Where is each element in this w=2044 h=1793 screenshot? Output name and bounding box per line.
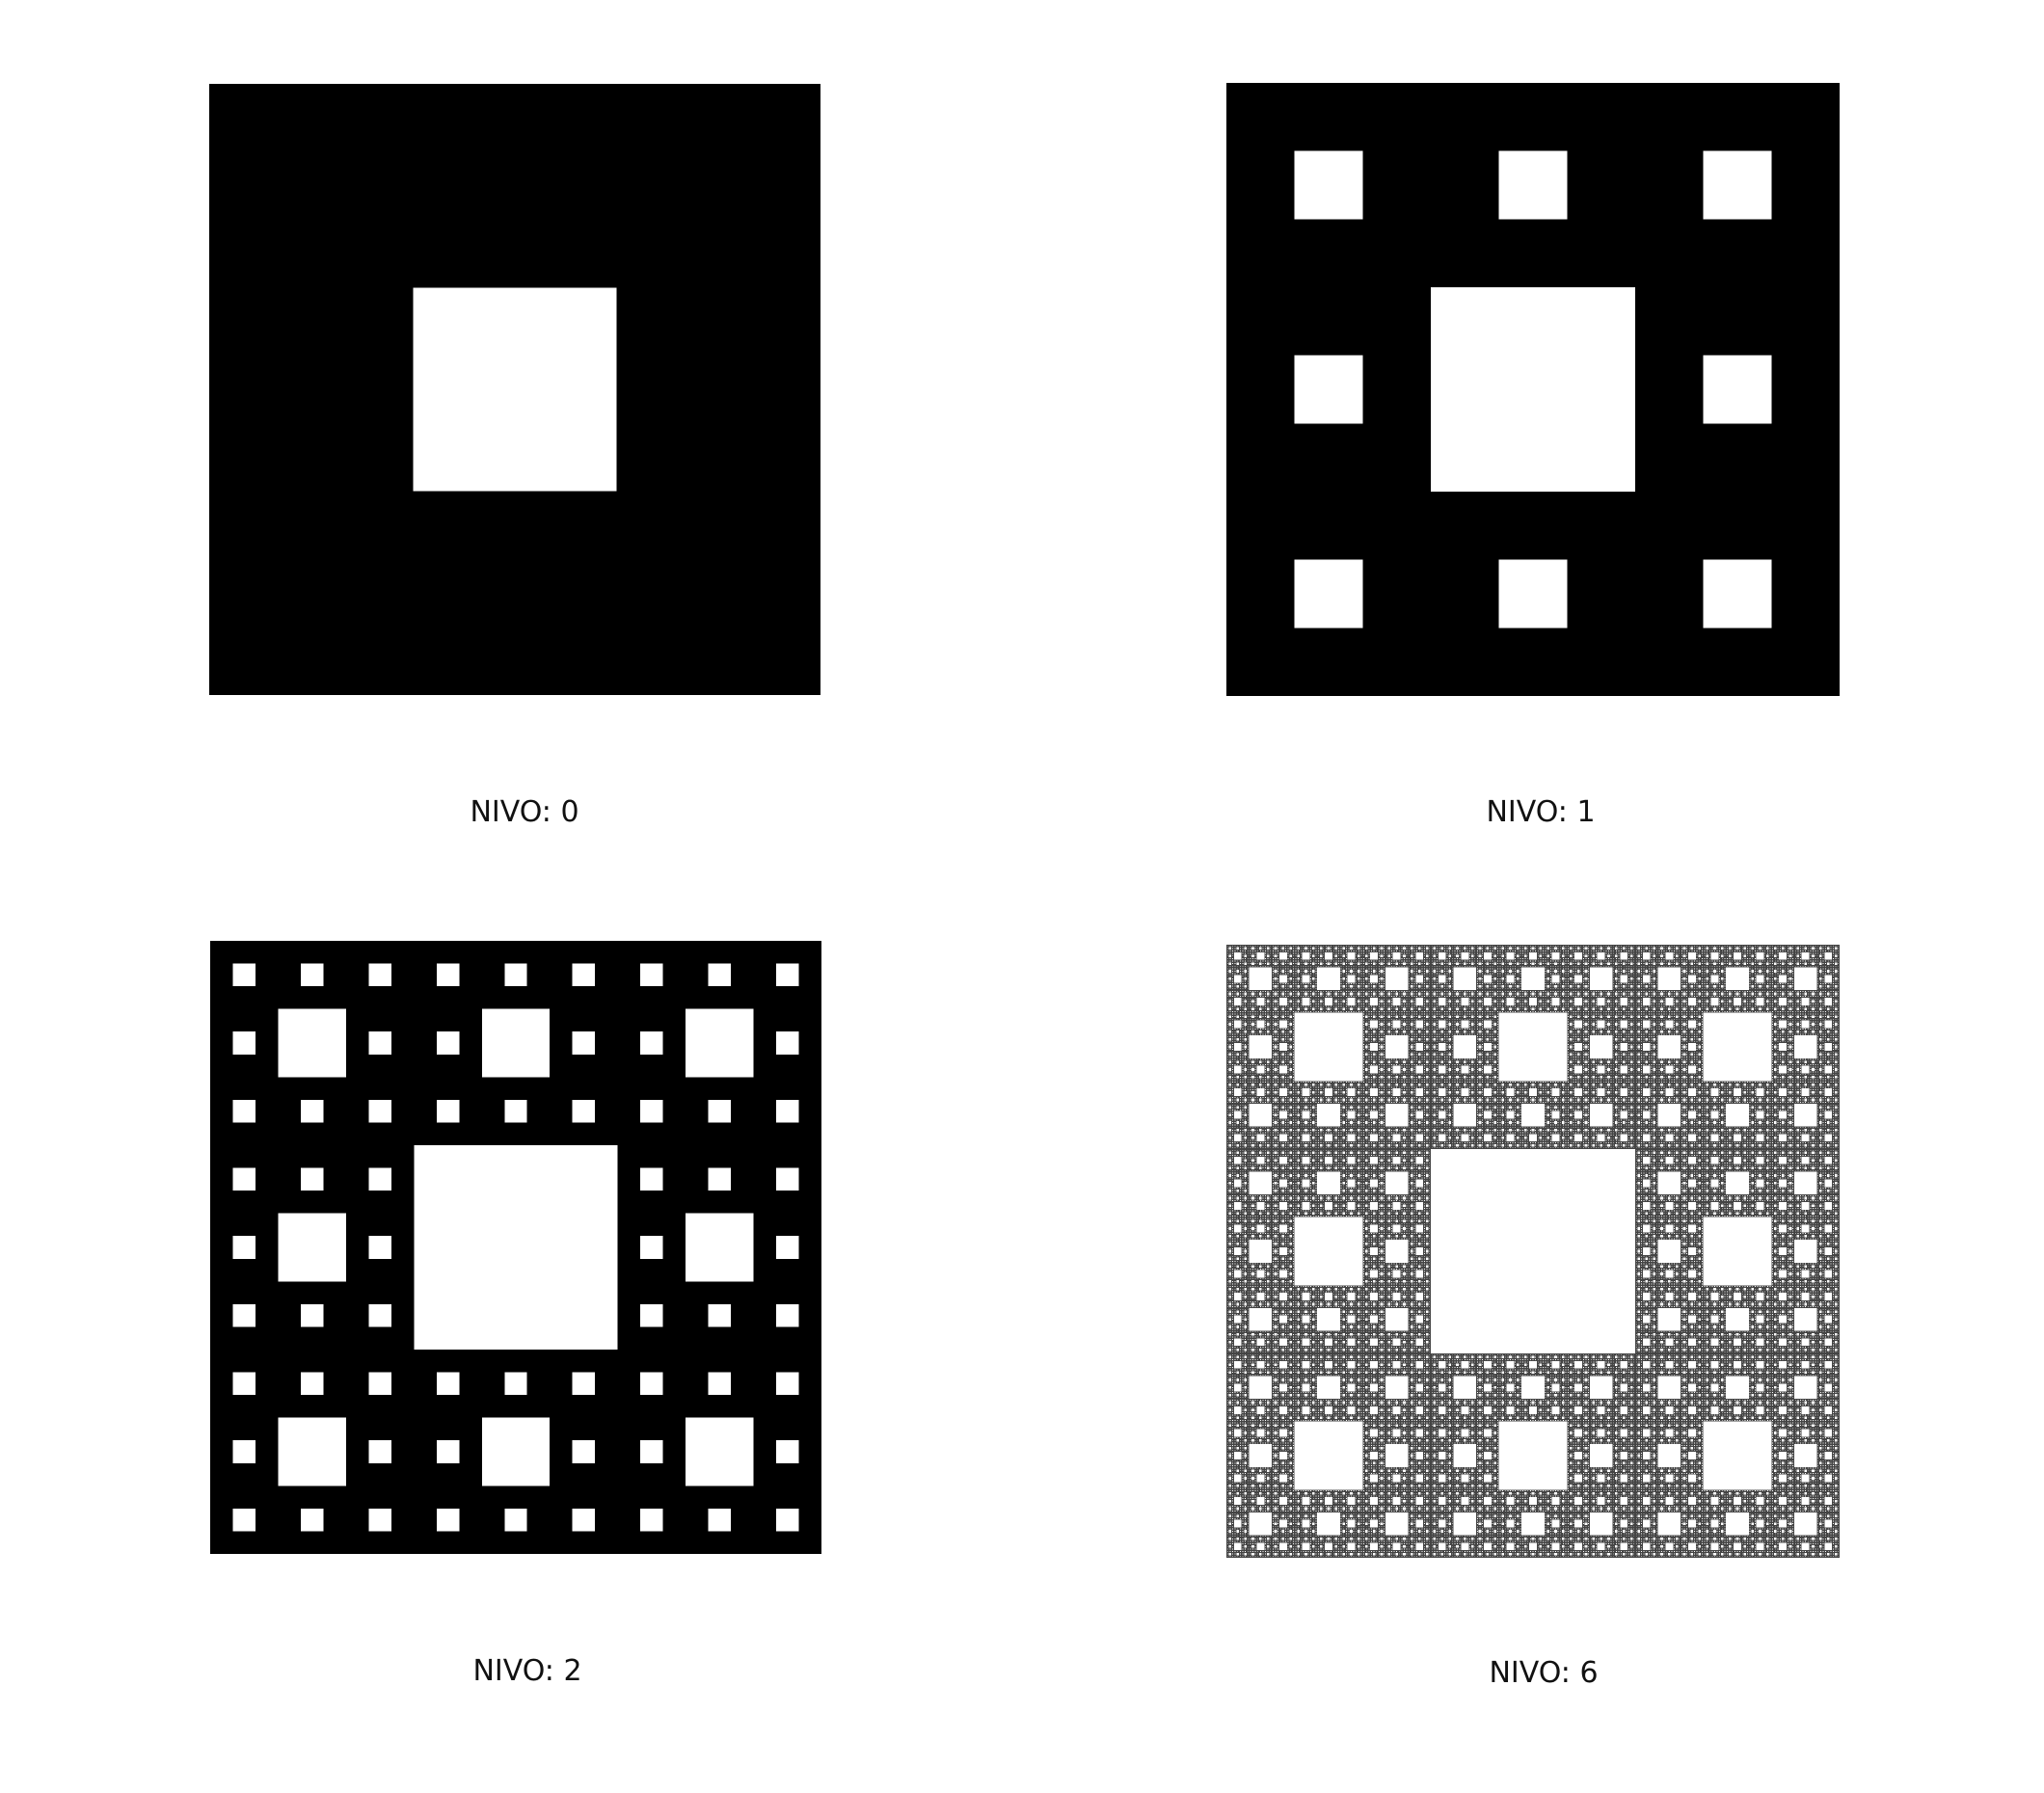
carpet-holes (232, 963, 799, 1532)
level-caption: NIVO: 2 (472, 1654, 582, 1688)
sierpinski-carpet-level-0 (209, 84, 820, 695)
level-caption: NIVO: 1 (1486, 795, 1596, 829)
carpet-holes (1294, 150, 1772, 629)
sierpinski-carpet-level-2 (210, 941, 821, 1554)
level-caption: NIVO: 6 (1489, 1656, 1599, 1690)
sierpinski-carpet-level-6 (1226, 945, 1840, 1558)
carpet-holes (1226, 945, 1840, 1558)
carpet-holes (413, 287, 617, 492)
sierpinski-carpet-level-1 (1226, 83, 1840, 696)
level-caption: NIVO: 0 (470, 795, 579, 829)
